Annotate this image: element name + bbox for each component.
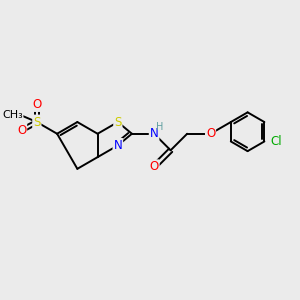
Text: S: S	[33, 116, 40, 129]
Text: H: H	[155, 122, 163, 133]
Text: Cl: Cl	[271, 135, 282, 148]
Text: O: O	[149, 160, 159, 173]
Text: S: S	[114, 116, 122, 129]
Text: O: O	[32, 98, 41, 111]
Text: N: N	[113, 139, 122, 152]
Text: CH₃: CH₃	[2, 110, 23, 120]
Text: O: O	[206, 127, 215, 140]
Text: O: O	[17, 124, 26, 137]
Text: N: N	[150, 127, 158, 140]
